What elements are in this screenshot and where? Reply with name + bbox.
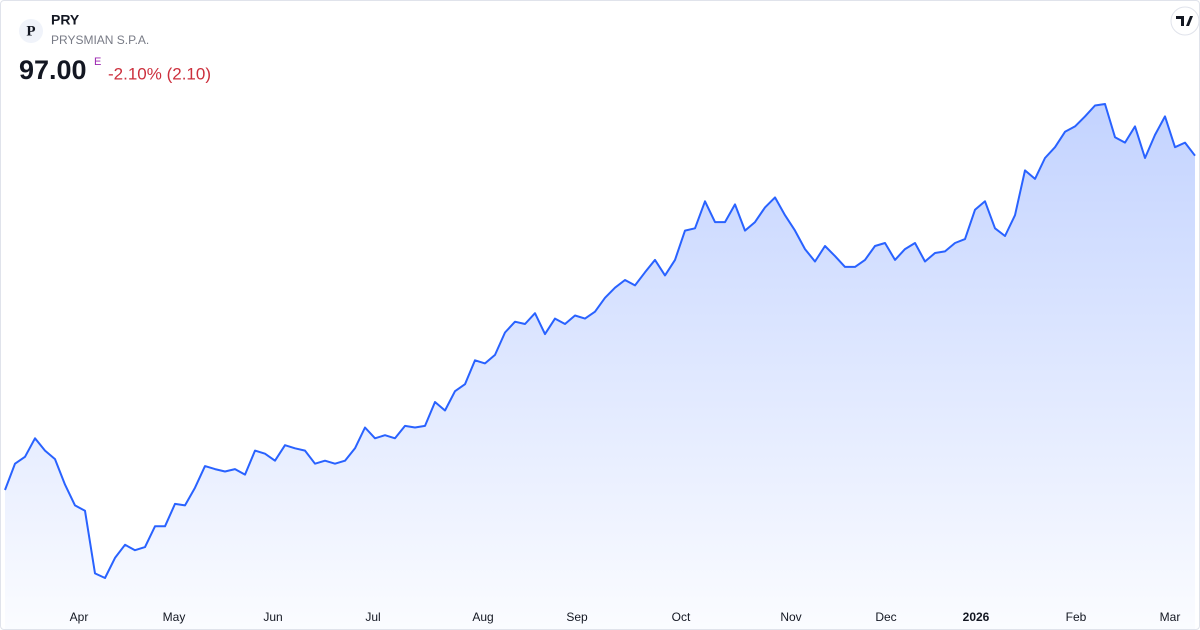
flag: E — [94, 56, 101, 68]
x-tick-label: Dec — [875, 610, 896, 624]
logo — [19, 19, 43, 43]
x-tick-label: Jun — [263, 610, 282, 624]
change: -2.10% (2.10) — [108, 64, 211, 83]
x-tick-label: 2026 — [963, 610, 990, 624]
x-tick-label: Nov — [780, 610, 801, 624]
company-name: PRYSMIAN S.P.A. — [51, 33, 149, 47]
x-tick-label: Feb — [1066, 610, 1087, 624]
x-tick-label: Apr — [70, 610, 89, 624]
logo-letter: P — [26, 23, 35, 39]
symbol: PRY — [51, 12, 80, 28]
x-tick-label: Aug — [472, 610, 493, 624]
x-tick-label: Sep — [566, 610, 588, 624]
price-line — [4, 103, 1196, 579]
price: 97.00 — [19, 55, 87, 85]
x-tick-label: Jul — [365, 610, 380, 624]
area-fill — [5, 104, 1195, 629]
x-tick-label: Oct — [672, 610, 691, 624]
x-tick-label: May — [163, 610, 186, 624]
tv-logo — [1170, 6, 1199, 36]
x-tick-label: Mar — [1160, 610, 1181, 624]
